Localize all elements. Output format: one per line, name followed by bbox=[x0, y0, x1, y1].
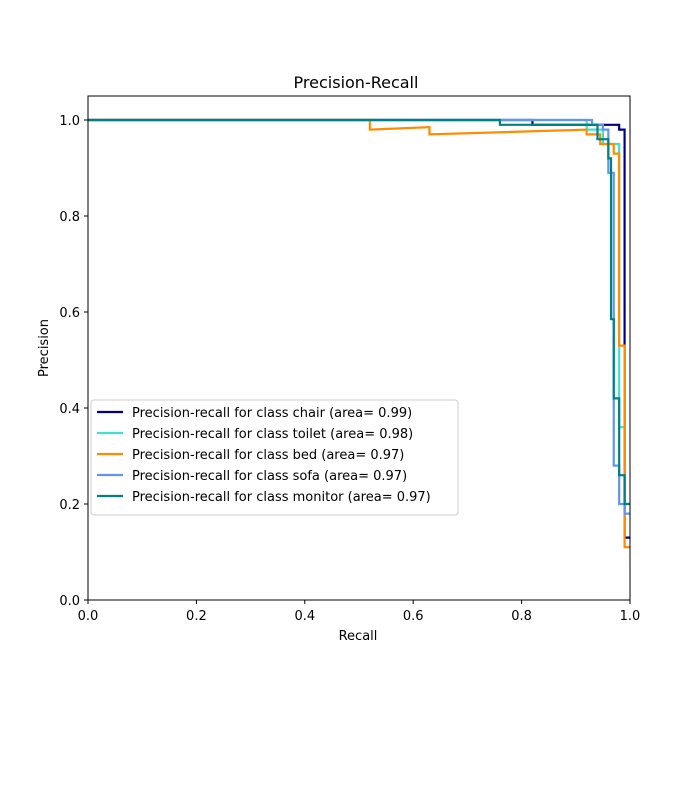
y-tick-label: 0.2 bbox=[59, 498, 80, 513]
series-line-5 bbox=[88, 118, 630, 506]
x-axis-label: Recall bbox=[339, 629, 378, 644]
chart-title: Precision-Recall bbox=[294, 73, 419, 92]
y-tick-label: 0.8 bbox=[59, 210, 80, 225]
plot-frame bbox=[87, 95, 631, 601]
y-tick-label: 0.4 bbox=[59, 402, 80, 417]
y-tick-label: 1.0 bbox=[59, 114, 80, 129]
x-tick-label: 0.0 bbox=[78, 609, 99, 624]
x-tick-label: 0.4 bbox=[294, 609, 315, 624]
legend: Precision-recall for class chair (area= … bbox=[90, 399, 459, 516]
legend-box bbox=[90, 399, 459, 516]
series-layer bbox=[88, 118, 630, 549]
legend-label: Precision-recall for class chair (area= … bbox=[132, 406, 412, 421]
y-axis-ticks: 0.0 0.2 0.4 0.6 0.8 1.0 bbox=[59, 114, 88, 609]
legend-label: Precision-recall for class sofa (area= 0… bbox=[132, 469, 407, 484]
y-axis-label: Precision bbox=[37, 319, 52, 377]
x-tick-label: 0.6 bbox=[403, 609, 424, 624]
x-tick-label: 0.8 bbox=[511, 609, 532, 624]
x-tick-label: 1.0 bbox=[620, 609, 641, 624]
legend-label: Precision-recall for class toilet (area=… bbox=[132, 427, 413, 442]
x-tick-label: 0.2 bbox=[186, 609, 207, 624]
y-tick-label: 0.0 bbox=[59, 594, 80, 609]
x-axis-ticks: 0.0 0.2 0.4 0.6 0.8 1.0 bbox=[78, 600, 641, 624]
legend-label: Precision-recall for class bed (area= 0.… bbox=[132, 448, 404, 463]
legend-label: Precision-recall for class monitor (area… bbox=[132, 490, 431, 505]
y-tick-label: 0.6 bbox=[59, 306, 80, 321]
